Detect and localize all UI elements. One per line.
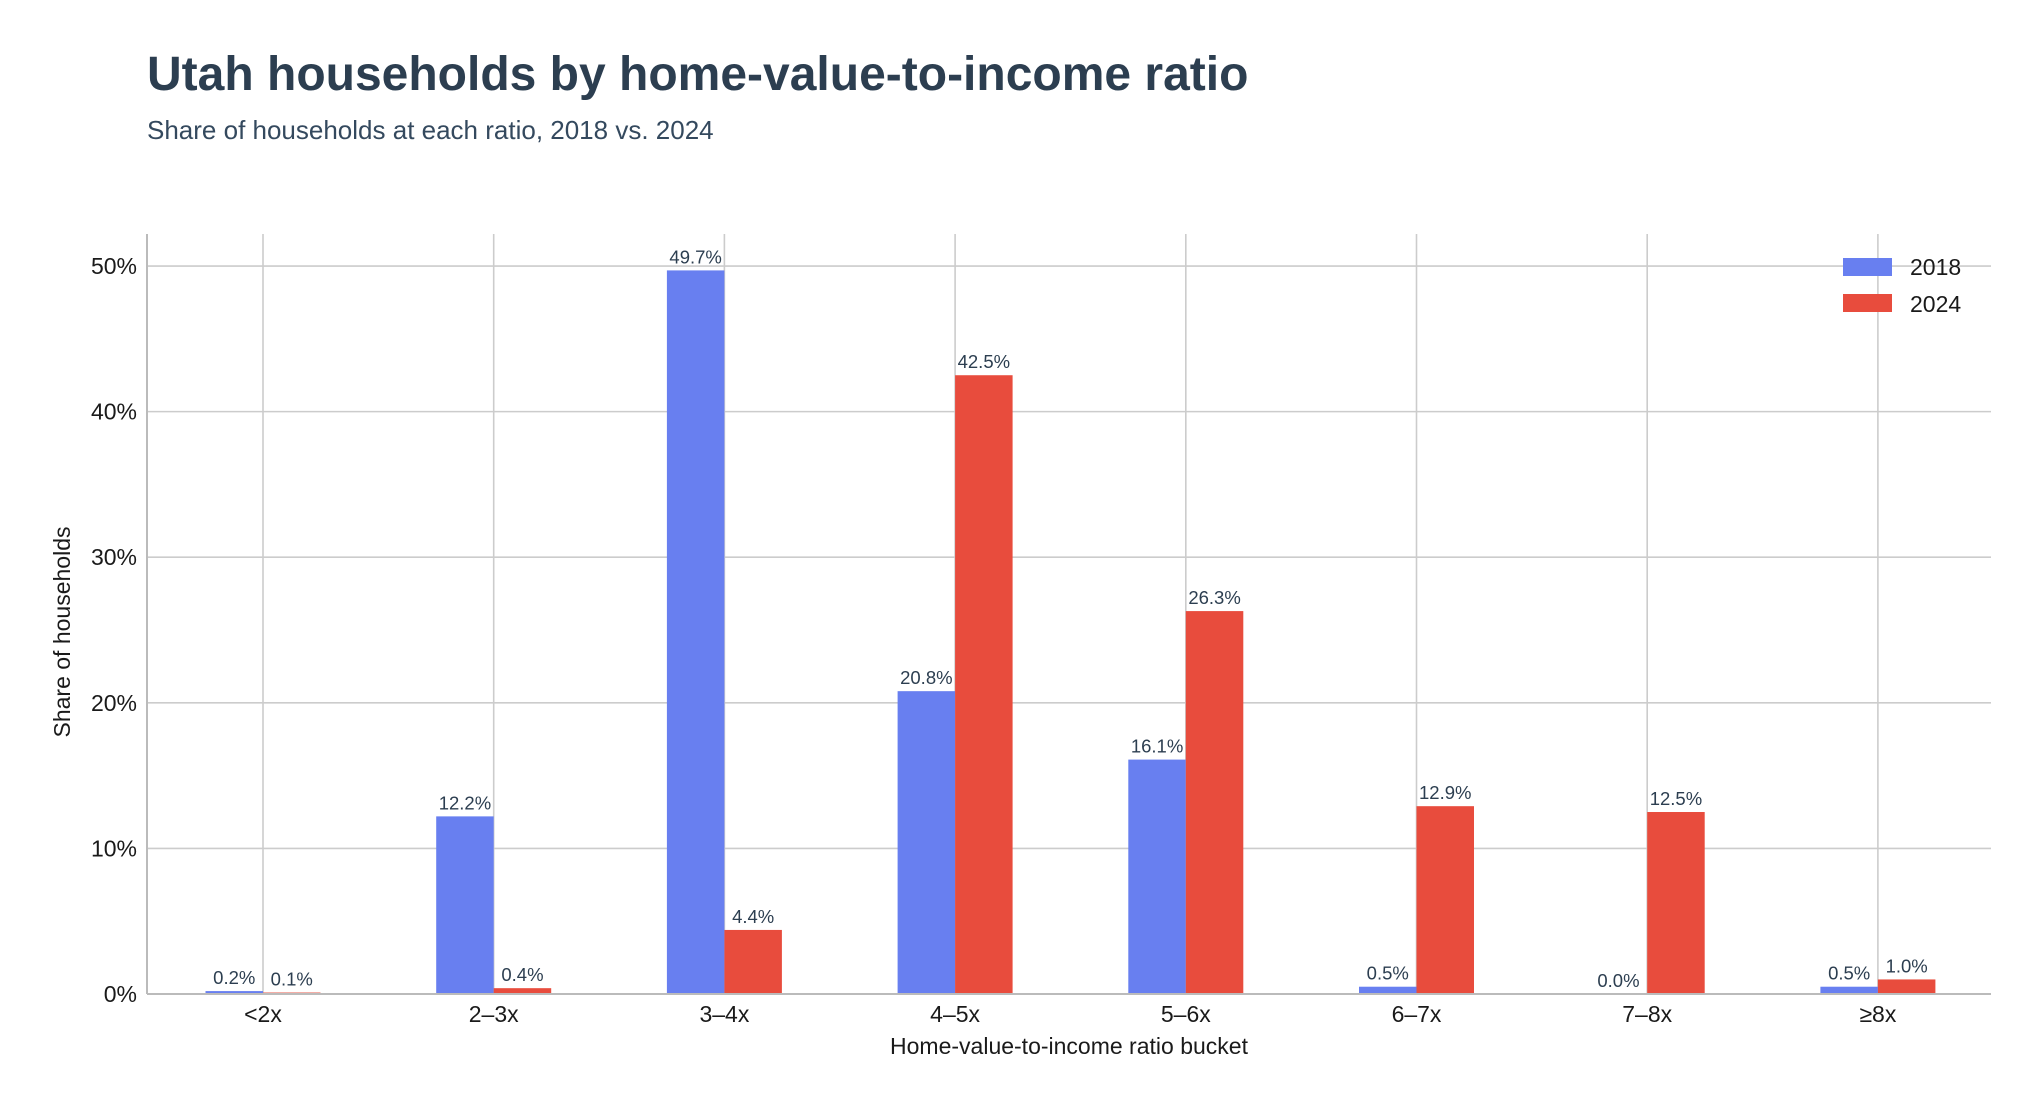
bars (205, 270, 1936, 995)
chart-subtitle: Share of households at each ratio, 2018 … (147, 115, 714, 145)
data-labels: 0.2% 12.2% 49.7% 20.8% 16.1% 0.5% 0.0% 0.5% 0.1%… (213, 246, 1928, 991)
data-label-2018: 0.5% (1828, 963, 1870, 984)
bar-2018 (897, 691, 956, 994)
legend-swatch-2018 (1843, 258, 1892, 276)
bar-2024 (1877, 979, 1936, 994)
data-label-2024: 12.9% (1419, 782, 1471, 803)
x-tick-label: ≥8x (1859, 1001, 1896, 1027)
bar-2024 (1647, 812, 1705, 994)
x-tick-label: <2x (244, 1001, 282, 1027)
data-label-2018: 0.0% (1597, 970, 1639, 991)
x-tick-label: 4–5x (930, 1001, 980, 1027)
legend-swatch-2024 (1843, 294, 1892, 312)
data-label-2018: 16.1% (1131, 736, 1183, 757)
chart-title: Utah households by home-value-to-income … (147, 48, 1248, 101)
axes: 0% 10% 20% 30% 40% 50% <2x 2–3x 3–4x 4–5x 5–6x 6–7x… (91, 234, 1991, 1027)
bar-2018 (436, 816, 494, 994)
bar-2018 (1359, 986, 1417, 994)
bar-2024 (724, 929, 782, 994)
y-tick-label: 20% (91, 690, 137, 716)
data-label-2024: 0.4% (501, 964, 543, 985)
data-label-2024: 26.3% (1188, 587, 1240, 608)
data-label-2024: 0.1% (271, 969, 313, 990)
data-label-2018: 12.2% (439, 792, 491, 813)
y-tick-label: 10% (91, 835, 137, 861)
bar-2024 (1416, 806, 1474, 994)
x-axis-title: Home-value-to-income ratio bucket (890, 1033, 1249, 1059)
data-label-2018: 20.8% (900, 667, 952, 688)
bar-2024 (493, 988, 552, 994)
bar-2018 (205, 991, 263, 994)
x-tick-label: 5–6x (1161, 1001, 1211, 1027)
bar-2024 (955, 375, 1013, 994)
data-label-2024: 4.4% (732, 906, 774, 927)
y-tick-label: 40% (91, 399, 137, 425)
bar-2018 (1128, 759, 1186, 994)
bar-2018 (666, 270, 725, 995)
y-axis-title: Share of households (49, 527, 75, 738)
gridlines (147, 234, 1991, 994)
data-label-2024: 42.5% (958, 351, 1010, 372)
y-tick-label: 30% (91, 544, 137, 570)
data-label-2018: 49.7% (669, 246, 721, 267)
bar-2018 (1820, 986, 1878, 994)
y-tick-label: 50% (91, 253, 137, 279)
legend-label-2018: 2018 (1910, 254, 1961, 280)
x-tick-label: 6–7x (1392, 1001, 1442, 1027)
legend: 2018 2024 (1843, 254, 1961, 317)
legend-label-2024: 2024 (1910, 291, 1961, 317)
y-tick-label: 0% (104, 981, 137, 1007)
data-label-2018: 0.5% (1367, 963, 1409, 984)
x-tick-label: 7–8x (1622, 1001, 1672, 1027)
data-label-2024: 12.5% (1650, 788, 1702, 809)
x-tick-label: 3–4x (699, 1001, 749, 1027)
bar-2024 (1185, 611, 1244, 994)
data-label-2018: 0.2% (213, 967, 255, 988)
data-label-2024: 1.0% (1886, 955, 1928, 976)
x-tick-label: 2–3x (469, 1001, 519, 1027)
